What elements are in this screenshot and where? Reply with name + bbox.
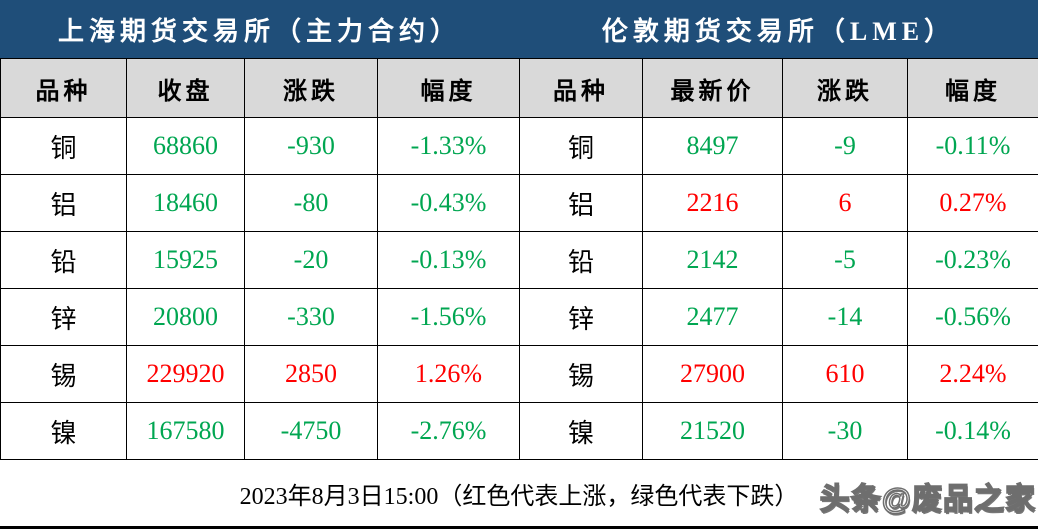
change-cell: 2850: [244, 345, 378, 403]
change-cell: -20: [244, 231, 378, 289]
metal-name-cell: 铜: [519, 117, 643, 175]
lme-col-pct: 幅度: [907, 58, 1038, 118]
title-bar: 上海期货交易所（主力合约） 伦敦期货交易所（LME）: [0, 0, 1038, 58]
price-cell: 2477: [642, 288, 783, 346]
pct-cell: -0.11%: [907, 117, 1038, 175]
metal-name-cell: 铜: [0, 117, 127, 175]
shfe-title: 上海期货交易所（主力合约）: [57, 16, 461, 46]
pct-cell: -1.56%: [377, 288, 520, 346]
price-cell: 15925: [126, 231, 245, 289]
change-cell: -14: [782, 288, 908, 346]
price-cell: 18460: [126, 174, 245, 232]
pct-cell: -0.23%: [907, 231, 1038, 289]
toutiao-watermark: 头条@废品之家: [819, 482, 1036, 517]
timestamp-legend-note: 2023年8月3日15:00（红色代表上涨，绿色代表下跌）: [239, 483, 799, 510]
shfe-col-pct: 幅度: [377, 58, 520, 118]
shfe-col-change: 涨跌: [244, 58, 378, 118]
pct-cell: -0.43%: [377, 174, 520, 232]
table-row-copper: 铜 68860 -930 -1.33% 铜 8497 -9 -0.11%: [0, 117, 1038, 175]
table-row-zinc: 锌 20800 -330 -1.56% 锌 2477 -14 -0.56%: [0, 288, 1038, 346]
metal-name-cell: 铅: [0, 231, 127, 289]
table-row-nickel: 镍 167580 -4750 -2.76% 镍 21520 -30 -0.14%: [0, 402, 1038, 460]
change-cell: 6: [782, 174, 908, 232]
pct-cell: 1.26%: [377, 345, 520, 403]
pct-cell: -0.14%: [907, 402, 1038, 460]
metal-name-cell: 锌: [519, 288, 643, 346]
table-row-tin: 锡 229920 2850 1.26% 锡 27900 610 2.24%: [0, 345, 1038, 403]
price-cell: 20800: [126, 288, 245, 346]
lme-title: 伦敦期货交易所（LME）: [601, 16, 956, 46]
price-cell: 2216: [642, 174, 783, 232]
change-cell: 610: [782, 345, 908, 403]
lme-col-latest: 最新价: [642, 58, 783, 118]
price-cell: 167580: [126, 402, 245, 460]
pct-cell: 2.24%: [907, 345, 1038, 403]
change-cell: -80: [244, 174, 378, 232]
lme-col-change: 涨跌: [782, 58, 908, 118]
metal-name-cell: 铅: [519, 231, 643, 289]
change-cell: -4750: [244, 402, 378, 460]
change-cell: -5: [782, 231, 908, 289]
metal-name-cell: 铝: [0, 174, 127, 232]
table-row-lead: 铅 15925 -20 -0.13% 铅 2142 -5 -0.23%: [0, 231, 1038, 289]
column-header-row: 品种 收盘 涨跌 幅度 品种 最新价 涨跌 幅度: [0, 58, 1038, 118]
metal-name-cell: 锡: [519, 345, 643, 403]
lme-col-name: 品种: [519, 58, 643, 118]
table-row-aluminum: 铝 18460 -80 -0.43% 铝 2216 6 0.27%: [0, 174, 1038, 232]
price-cell: 8497: [642, 117, 783, 175]
metal-name-cell: 镍: [0, 402, 127, 460]
price-table: 品种 收盘 涨跌 幅度 品种 最新价 涨跌 幅度 铜 68860 -930 -1…: [0, 58, 1038, 460]
change-cell: -930: [244, 117, 378, 175]
pct-cell: -0.13%: [377, 231, 520, 289]
pct-cell: 0.27%: [907, 174, 1038, 232]
metal-name-cell: 锌: [0, 288, 127, 346]
change-cell: -330: [244, 288, 378, 346]
price-cell: 229920: [126, 345, 245, 403]
shfe-col-close: 收盘: [126, 58, 245, 118]
metal-name-cell: 铝: [519, 174, 643, 232]
price-cell: 21520: [642, 402, 783, 460]
price-cell: 68860: [126, 117, 245, 175]
shfe-col-name: 品种: [0, 58, 127, 118]
pct-cell: -2.76%: [377, 402, 520, 460]
metal-name-cell: 镍: [519, 402, 643, 460]
change-cell: -9: [782, 117, 908, 175]
pct-cell: -1.33%: [377, 117, 520, 175]
pct-cell: -0.56%: [907, 288, 1038, 346]
footer-note-bar: 2023年8月3日15:00（红色代表上涨，绿色代表下跌） 头条@废品之家: [0, 460, 1038, 529]
price-cell: 27900: [642, 345, 783, 403]
change-cell: -30: [782, 402, 908, 460]
metal-name-cell: 锡: [0, 345, 127, 403]
price-cell: 2142: [642, 231, 783, 289]
